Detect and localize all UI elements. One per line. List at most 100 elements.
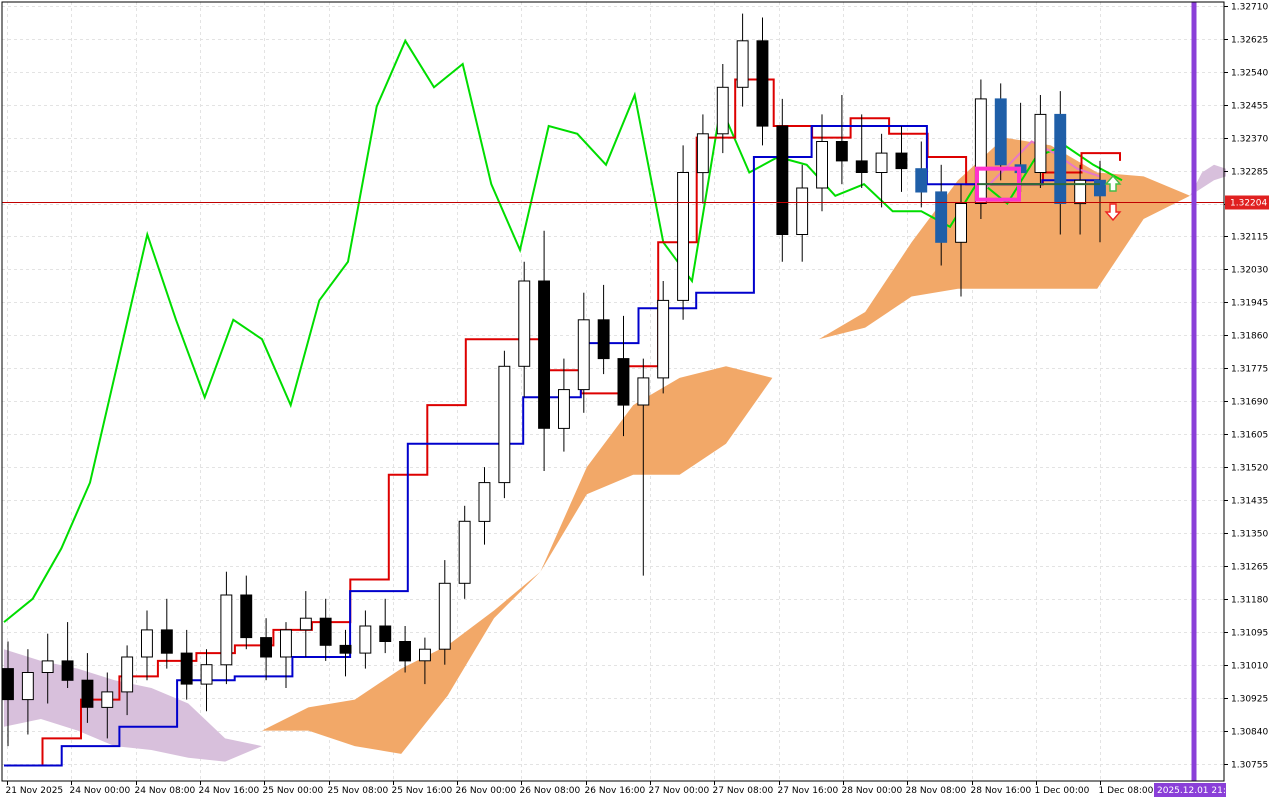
candle[interactable] — [577, 292, 590, 413]
candle[interactable] — [21, 649, 34, 735]
candle[interactable] — [994, 83, 1007, 181]
candle[interactable] — [41, 633, 54, 704]
candle[interactable] — [399, 626, 412, 673]
price-tick-label: 1.30840 — [1231, 728, 1268, 738]
candle-body — [637, 377, 650, 406]
candle-body — [1094, 179, 1106, 197]
candle-body — [657, 299, 670, 379]
candle[interactable] — [776, 98, 789, 262]
time-tick-label: 28 Nov 16:00 — [971, 786, 1032, 796]
candle[interactable] — [200, 649, 213, 712]
candle[interactable] — [855, 114, 868, 188]
candle-body — [577, 319, 590, 391]
price-tick-label: 1.31010 — [1231, 662, 1268, 672]
candle-body — [379, 625, 392, 642]
candle[interactable] — [935, 164, 948, 266]
current-time-label: 2025.12.01 21:00 — [1157, 786, 1238, 796]
price-tick-label: 1.31180 — [1231, 596, 1268, 606]
candle-body — [101, 691, 114, 708]
candle-body — [716, 86, 729, 135]
candle[interactable] — [538, 230, 550, 471]
candle-body — [677, 172, 689, 301]
candle[interactable] — [478, 467, 491, 545]
candle-body — [141, 629, 153, 658]
candle[interactable] — [518, 261, 531, 398]
candle[interactable] — [875, 133, 888, 208]
candle-body — [994, 98, 1007, 166]
price-tick-label: 1.31520 — [1231, 464, 1268, 474]
candle-body — [121, 656, 134, 693]
candle-body — [21, 672, 34, 701]
candle[interactable] — [816, 114, 828, 212]
candle[interactable] — [1054, 91, 1067, 235]
kijun-line — [4, 125, 1100, 767]
candle[interactable] — [458, 505, 471, 599]
candle[interactable] — [319, 598, 332, 661]
candle-body — [180, 652, 193, 685]
candle-body — [776, 125, 789, 235]
candle[interactable] — [1034, 95, 1047, 188]
candle[interactable] — [160, 598, 173, 669]
price-tick-label: 1.32625 — [1231, 36, 1268, 46]
candle[interactable] — [141, 610, 153, 681]
candle[interactable] — [280, 622, 292, 688]
candle[interactable] — [974, 79, 987, 220]
candle[interactable] — [438, 560, 451, 665]
candle-body — [756, 40, 769, 127]
candle[interactable] — [419, 637, 431, 685]
candle[interactable] — [835, 95, 848, 185]
candle-body — [260, 637, 273, 658]
price-tick-label: 1.32455 — [1231, 102, 1268, 112]
candle[interactable] — [61, 622, 74, 688]
candle[interactable] — [696, 114, 709, 204]
chikou-line — [3, 38, 1123, 623]
candle[interactable] — [359, 610, 372, 669]
candle[interactable] — [915, 141, 928, 208]
candle[interactable] — [637, 358, 650, 576]
candle-body — [41, 660, 54, 674]
candle[interactable] — [339, 629, 352, 677]
candle[interactable] — [617, 315, 630, 437]
candle[interactable] — [1074, 164, 1087, 235]
candle[interactable] — [101, 672, 114, 739]
price-tick-label: 1.31095 — [1231, 629, 1268, 639]
candle[interactable] — [796, 164, 809, 262]
time-tick-label: 25 Nov 16:00 — [392, 786, 453, 796]
candle[interactable] — [677, 145, 689, 320]
candle[interactable] — [657, 281, 670, 394]
time-tick-label: 27 Nov 00:00 — [649, 786, 710, 796]
time-tick-label: 28 Nov 08:00 — [906, 786, 967, 796]
time-tick-label: 26 Nov 16:00 — [585, 786, 646, 796]
candle[interactable] — [597, 284, 610, 375]
candle[interactable] — [1094, 160, 1106, 243]
candle[interactable] — [736, 13, 749, 107]
candle-body — [2, 668, 14, 701]
candle[interactable] — [260, 618, 273, 681]
cloud-main — [262, 137, 1190, 754]
current-price-label: 1.32204 — [1230, 199, 1267, 209]
candle[interactable] — [895, 126, 908, 192]
price-tick-label: 1.30925 — [1231, 695, 1268, 705]
candle-body — [399, 641, 412, 662]
candle[interactable] — [379, 598, 392, 654]
candle[interactable] — [220, 571, 233, 685]
candle-body — [736, 40, 749, 88]
candle[interactable] — [180, 629, 193, 700]
candle[interactable] — [716, 64, 729, 154]
candle[interactable] — [558, 358, 570, 452]
price-tick-label: 1.32285 — [1231, 168, 1268, 178]
candle[interactable] — [240, 575, 253, 650]
candle[interactable] — [756, 17, 769, 146]
candle-body — [855, 160, 868, 173]
price-tick-label: 1.31775 — [1231, 365, 1268, 375]
candle-body — [339, 644, 352, 654]
price-tick-label: 1.31265 — [1231, 563, 1268, 573]
candles[interactable] — [2, 13, 1106, 747]
price-tick-label: 1.31605 — [1231, 431, 1268, 441]
candle[interactable] — [81, 653, 94, 723]
candle[interactable] — [299, 591, 312, 657]
candle[interactable] — [498, 350, 511, 499]
candle[interactable] — [121, 645, 134, 716]
